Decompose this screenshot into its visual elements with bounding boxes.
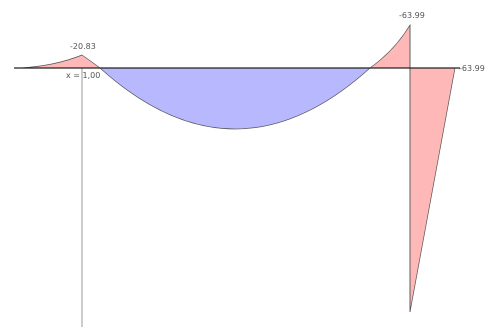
right-negative-region: [368, 23, 411, 69]
cantilever-negative-region: [409, 67, 456, 313]
left-negative-region: [19, 54, 102, 69]
right-peak-label: -63.99: [399, 11, 425, 20]
right-end-label: -63.99: [459, 64, 485, 73]
positive-region: [99, 67, 371, 130]
position-label: x = 1,00: [66, 71, 100, 80]
left-peak-label: -20.83: [70, 42, 96, 51]
